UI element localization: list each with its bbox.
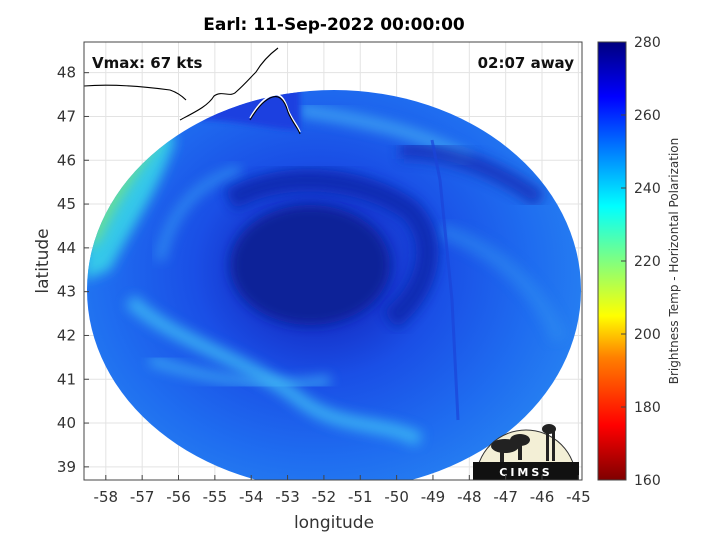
logo-text: CIMSS bbox=[499, 466, 552, 479]
y-tick-label: 43 bbox=[57, 283, 76, 301]
x-axis-ticks: -58 -57 -56 -55 -54 -53 -52 -51 -50 -49 -48 -47 -46-… bbox=[94, 475, 591, 506]
plot-frame bbox=[83, 41, 583, 481]
colorbar-tick-label: 160 bbox=[634, 473, 661, 489]
vmax-label: Vmax: 67 kts bbox=[92, 54, 202, 72]
x-tick-label: -45 bbox=[566, 488, 591, 506]
y-tick-label: 48 bbox=[57, 64, 76, 82]
x-tick-label: -46 bbox=[530, 488, 555, 506]
x-tick-label: -54 bbox=[239, 488, 264, 506]
y-axis-ticks: 39 40 41 42 43 44 45 46 47 48 bbox=[57, 64, 89, 476]
y-tick-label: 41 bbox=[57, 370, 76, 388]
plot-area: Vmax: 67 kts 02:07 away CIMSS bbox=[83, 41, 583, 481]
x-tick-label: -52 bbox=[312, 488, 337, 506]
x-tick-label: -55 bbox=[203, 488, 228, 506]
x-tick-label: -48 bbox=[457, 488, 482, 506]
colorbar-ticks: 280 260 240 220 200 180 160 bbox=[621, 35, 661, 489]
colorbar-tick-label: 240 bbox=[634, 181, 661, 197]
time-away-label: 02:07 away bbox=[478, 54, 575, 72]
x-tick-label: -50 bbox=[384, 488, 409, 506]
colorbar: 280 260 240 220 200 180 160 Brightness Temp - … bbox=[597, 35, 681, 489]
y-tick-label: 44 bbox=[57, 239, 76, 257]
x-tick-label: -57 bbox=[130, 488, 155, 506]
coastline bbox=[179, 45, 301, 133]
colorbar-tick-label: 280 bbox=[634, 35, 661, 51]
x-tick-label: -56 bbox=[166, 488, 191, 506]
colorbar-tick-label: 200 bbox=[634, 327, 661, 343]
y-tick-label: 39 bbox=[57, 458, 76, 476]
x-tick-label: -58 bbox=[94, 488, 119, 506]
x-tick-label: -51 bbox=[348, 488, 373, 506]
y-tick-label: 45 bbox=[57, 195, 76, 213]
cimss-logo: CIMSS bbox=[473, 424, 579, 481]
y-tick-label: 46 bbox=[57, 151, 76, 169]
colorbar-tick-label: 180 bbox=[634, 400, 661, 416]
y-axis-label: latitude bbox=[33, 228, 53, 293]
y-tick-label: 47 bbox=[57, 107, 76, 125]
y-tick-label: 40 bbox=[57, 414, 76, 432]
colorbar-tick-label: 260 bbox=[634, 108, 661, 124]
x-tick-label: -47 bbox=[493, 488, 518, 506]
x-axis-label: longitude bbox=[294, 513, 374, 533]
y-tick-label: 42 bbox=[57, 326, 76, 344]
x-tick-label: -53 bbox=[275, 488, 300, 506]
x-tick-label: -49 bbox=[421, 488, 446, 506]
colorbar-label: Brightness Temp - Horizontal Polarizatio… bbox=[667, 138, 681, 385]
colorbar-tick-label: 220 bbox=[634, 254, 661, 270]
figure-title: Earl: 11-Sep-2022 00:00:00 bbox=[203, 15, 465, 35]
